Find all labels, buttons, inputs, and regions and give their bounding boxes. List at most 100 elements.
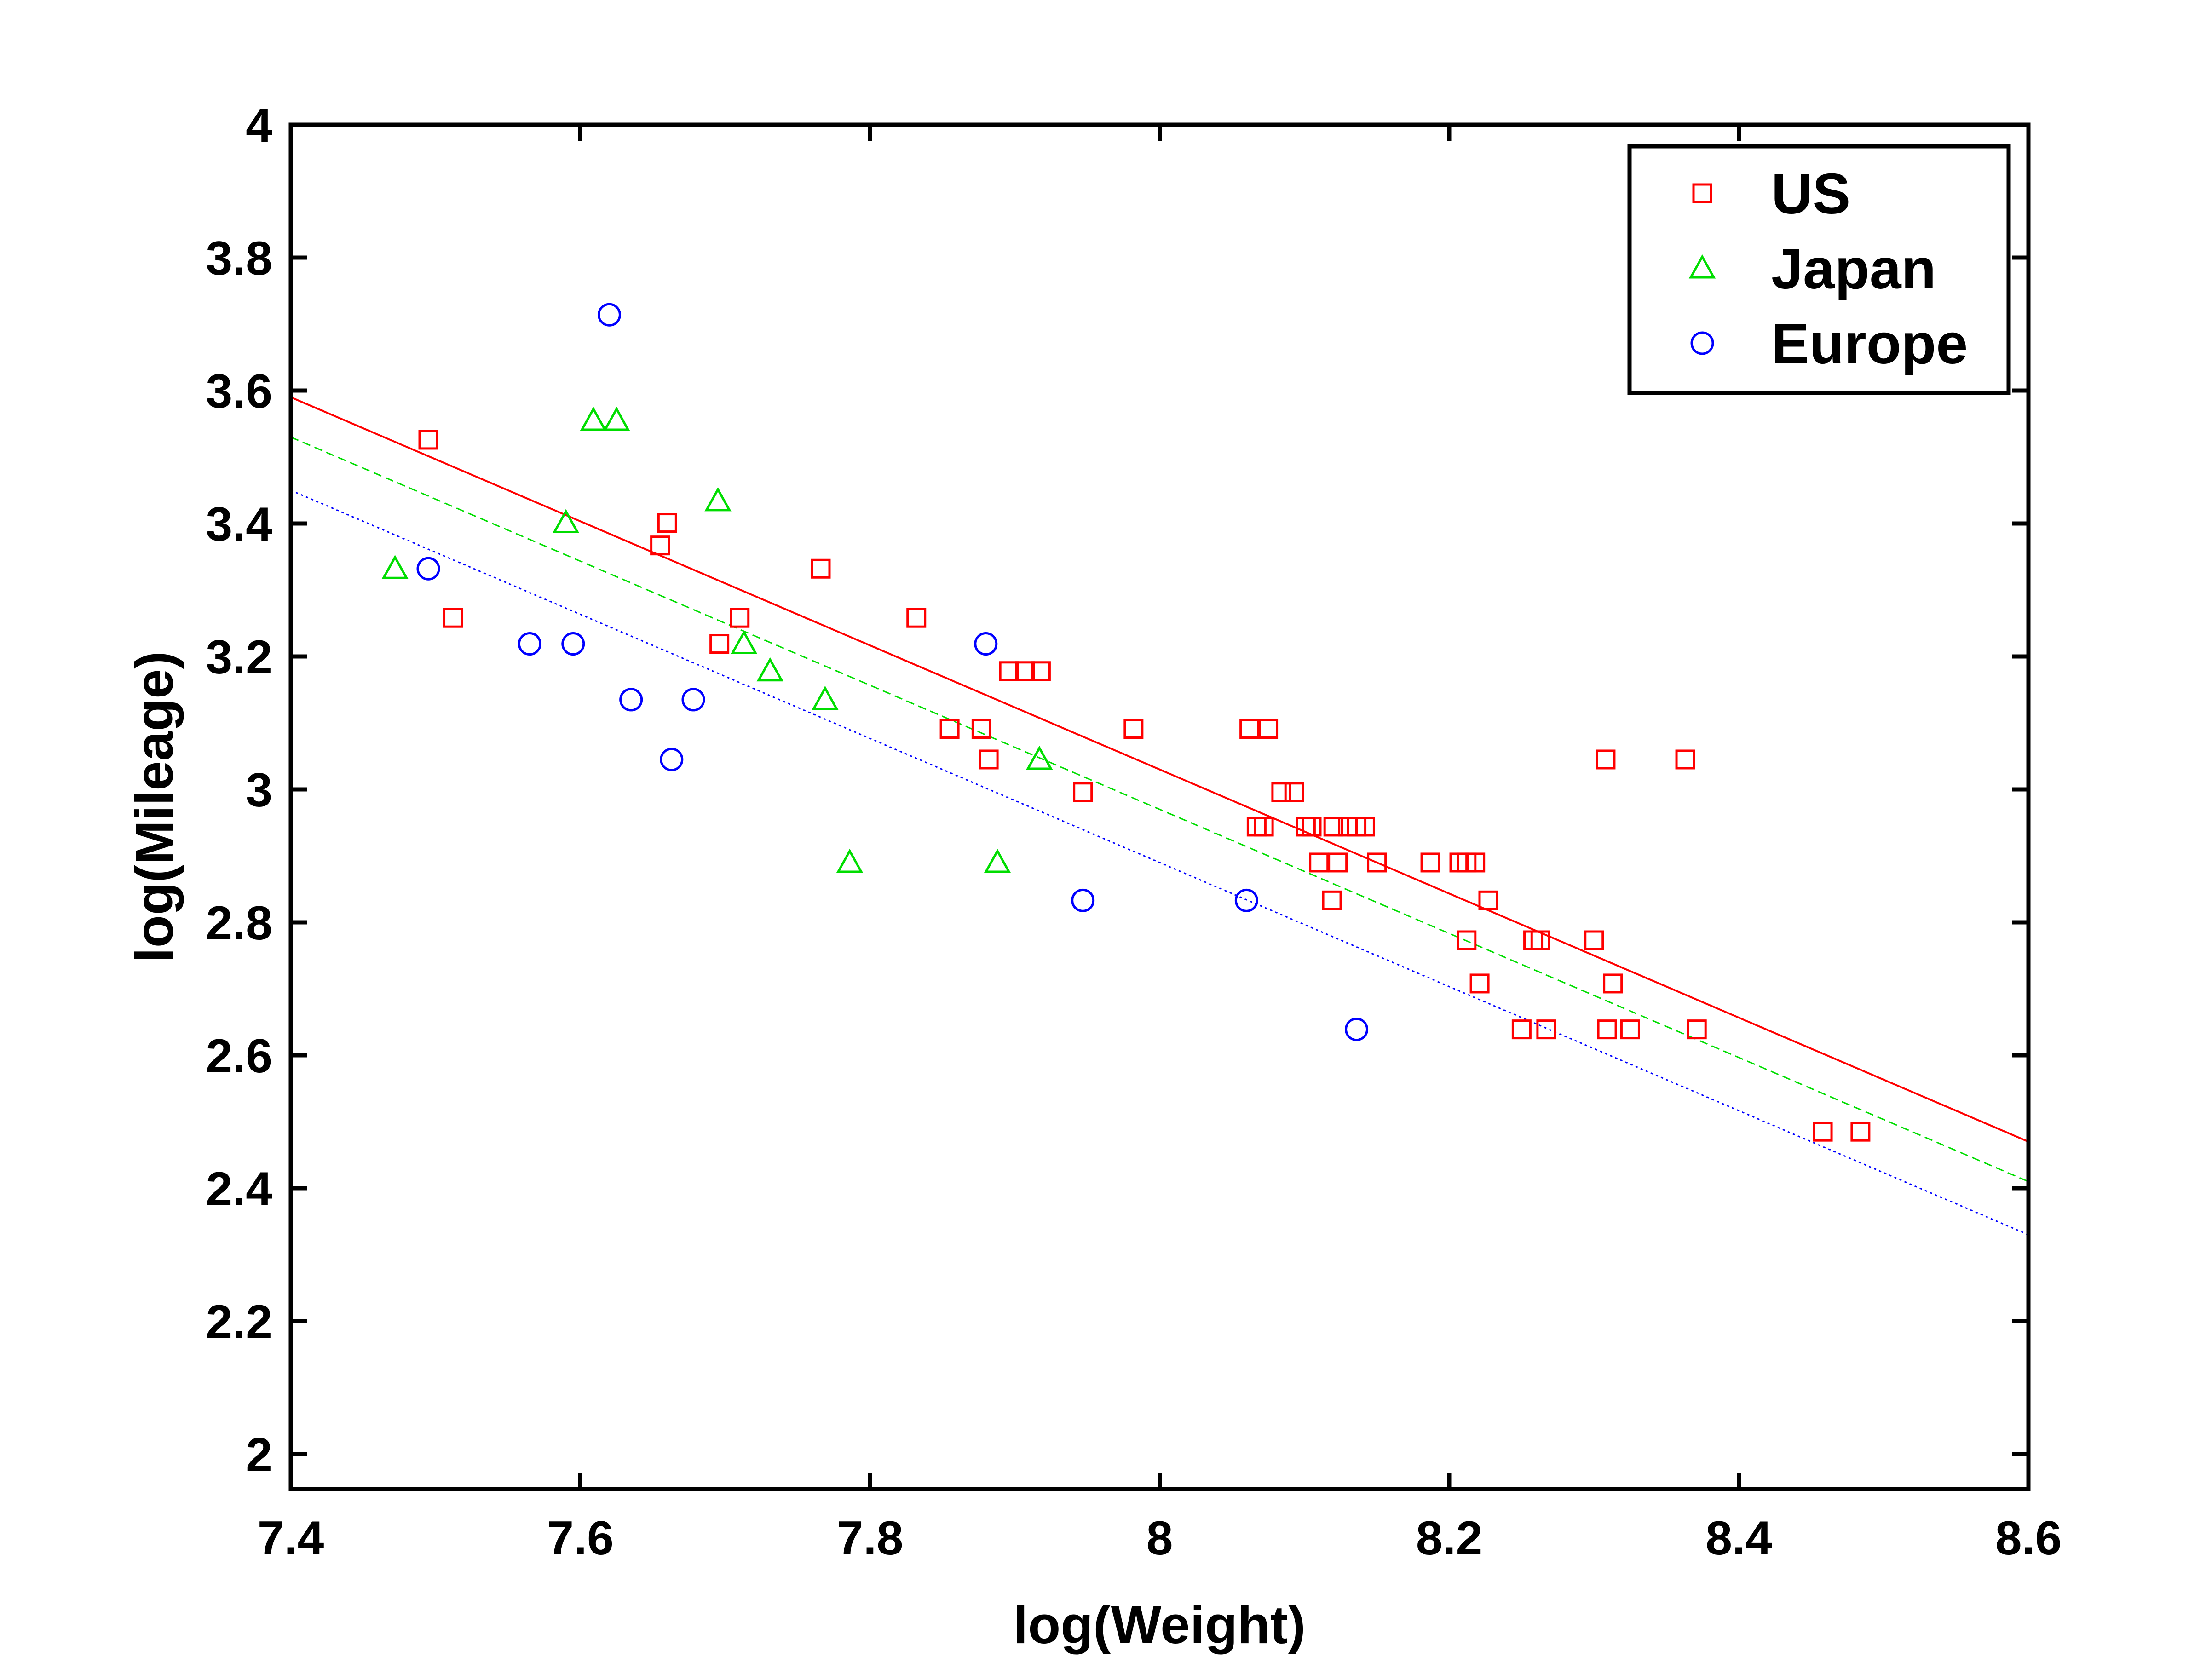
- data-point-us: [657, 513, 677, 533]
- fit-line-japan: [290, 436, 2029, 1182]
- plot-frame: [288, 122, 2031, 1491]
- data-point-us: [1620, 1019, 1640, 1040]
- y-tick-label: 2.8: [206, 897, 272, 950]
- data-point-us: [1603, 973, 1623, 994]
- y-tick-label: 3.2: [206, 631, 272, 684]
- data-point-us: [1675, 749, 1695, 770]
- data-point-us: [1284, 782, 1304, 802]
- data-point-europe: [1234, 888, 1258, 912]
- data-point-us: [1469, 973, 1490, 994]
- plot-area: [290, 303, 2029, 1236]
- legend-marker-europe: [1690, 331, 1714, 355]
- data-point-us: [1302, 817, 1322, 837]
- x-tick-label: 7.6: [547, 1512, 614, 1565]
- data-point-japan: [580, 406, 607, 431]
- data-point-us: [1813, 1122, 1833, 1142]
- data-point-japan: [984, 848, 1011, 873]
- data-point-japan: [552, 509, 580, 534]
- fit-line-us: [290, 396, 2029, 1143]
- data-point-us: [1015, 661, 1035, 681]
- x-tick-label: 7.8: [837, 1512, 904, 1565]
- data-point-us: [1073, 782, 1093, 802]
- data-point-japan: [381, 555, 409, 579]
- data-point-us: [1511, 1019, 1532, 1040]
- data-point-us: [906, 608, 927, 628]
- data-point-us: [730, 608, 750, 628]
- y-tick-label: 3: [246, 764, 272, 817]
- y-tick-label: 4: [246, 99, 272, 152]
- data-point-us: [443, 608, 463, 628]
- y-tick-label: 2.6: [206, 1030, 272, 1083]
- data-point-japan: [730, 630, 758, 655]
- data-point-japan: [603, 406, 630, 431]
- data-point-us: [979, 749, 999, 770]
- data-point-us: [1596, 749, 1616, 770]
- fit-line-europe: [290, 489, 2029, 1236]
- data-point-europe: [660, 748, 684, 771]
- x-tick-label: 8: [1146, 1512, 1173, 1565]
- data-point-us: [1465, 852, 1486, 873]
- data-point-japan: [812, 685, 839, 710]
- data-point-us: [1322, 890, 1342, 910]
- data-point-us: [1239, 719, 1260, 739]
- data-point-us: [1478, 890, 1498, 910]
- legend-label-europe: Europe: [1771, 312, 1968, 376]
- data-point-europe: [619, 688, 643, 712]
- data-point-us: [1420, 852, 1440, 873]
- data-point-us: [971, 719, 991, 739]
- data-point-japan: [1026, 745, 1053, 770]
- data-point-us: [1850, 1122, 1871, 1142]
- data-point-us: [709, 634, 730, 654]
- data-point-us: [1536, 1019, 1556, 1040]
- series-europe: [416, 303, 1369, 1041]
- data-point-us: [1123, 719, 1144, 739]
- data-point-us: [1687, 1019, 1707, 1040]
- data-point-europe: [597, 303, 621, 327]
- data-point-europe: [416, 557, 440, 581]
- data-point-europe: [974, 632, 998, 656]
- data-point-us: [999, 661, 1019, 681]
- data-point-us: [1254, 817, 1274, 837]
- data-point-europe: [561, 632, 585, 656]
- y-tick-label: 2.2: [206, 1295, 272, 1349]
- data-point-europe: [518, 632, 541, 656]
- data-point-us: [811, 558, 831, 579]
- data-point-us: [1355, 817, 1375, 837]
- y-tick-label: 3.6: [206, 365, 272, 418]
- data-point-us: [1258, 719, 1279, 739]
- data-point-us: [1457, 930, 1477, 950]
- data-point-us: [939, 719, 960, 739]
- data-point-us: [1323, 817, 1343, 837]
- y-tick-label: 2.4: [206, 1162, 272, 1216]
- data-point-europe: [1345, 1018, 1369, 1041]
- data-point-us: [1309, 852, 1329, 873]
- x-tick-labels: 7.4 7.6 7.8 8 8.2 8.4 8.6: [258, 1512, 2062, 1565]
- y-tick-label: 3.8: [206, 232, 272, 285]
- legend-marker-japan: [1688, 254, 1716, 279]
- data-point-us: [1597, 1019, 1617, 1040]
- x-tick-label: 8.2: [1416, 1512, 1483, 1565]
- data-point-us: [1530, 930, 1550, 950]
- data-point-japan: [756, 657, 784, 682]
- y-axis-label: log(Mileage): [124, 651, 184, 963]
- x-tick-label: 8.6: [1995, 1512, 2062, 1565]
- data-point-europe: [681, 688, 705, 712]
- legend-marker-us: [1692, 183, 1712, 203]
- legend: US Japan Europe: [1627, 144, 2011, 395]
- data-point-us: [1367, 852, 1387, 873]
- x-axis-label: log(Weight): [1013, 1595, 1306, 1655]
- y-tick-labels: 2 2.2 2.4 2.6 2.8 3 3.2 3.4 3.6 3.8 4: [206, 99, 272, 1482]
- data-point-us: [650, 535, 670, 556]
- x-tick-label: 7.4: [258, 1512, 324, 1565]
- legend-label-japan: Japan: [1771, 237, 1936, 301]
- data-point-us: [418, 430, 438, 450]
- data-point-japan: [704, 487, 732, 512]
- legend-label-us: US: [1771, 162, 1850, 226]
- data-point-us: [1246, 817, 1267, 837]
- data-point-us: [1031, 661, 1051, 681]
- y-tick-label: 2: [246, 1428, 272, 1482]
- series-us: [418, 430, 1871, 1142]
- data-point-europe: [1071, 888, 1095, 912]
- data-point-us: [1271, 782, 1291, 802]
